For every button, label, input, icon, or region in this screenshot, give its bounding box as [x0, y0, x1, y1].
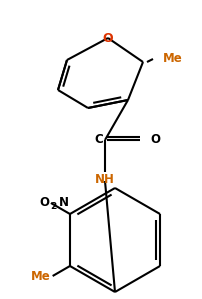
Text: O: O	[102, 31, 113, 45]
Text: C: C	[94, 133, 102, 147]
Text: O: O	[39, 196, 49, 210]
Text: O: O	[149, 133, 159, 147]
Text: 2: 2	[50, 202, 56, 211]
Text: Me: Me	[162, 53, 182, 65]
Text: Me: Me	[31, 269, 50, 283]
Text: NH: NH	[95, 173, 114, 186]
Text: N: N	[59, 196, 68, 210]
